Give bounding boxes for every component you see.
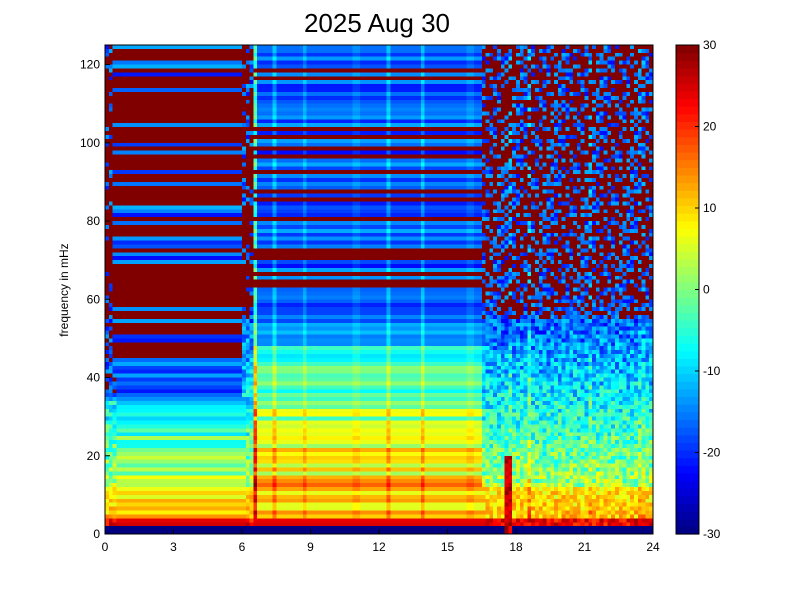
- colorbar-tick-label: -20: [703, 446, 721, 460]
- colorbar-segment: [676, 518, 699, 527]
- colorbar-segment: [676, 335, 699, 344]
- colorbar-segment: [676, 151, 699, 161]
- colorbar-segment: [676, 327, 699, 336]
- x-tick-label: 18: [509, 540, 523, 554]
- colorbar-segment: [676, 266, 699, 275]
- colorbar-segment: [676, 129, 699, 138]
- colorbar-segment: [676, 174, 699, 184]
- colorbar-segment: [676, 365, 699, 375]
- colorbar-tick-label: -30: [703, 527, 721, 541]
- colorbar-axis: 30 20 10 0 -10 -20 -30: [695, 38, 721, 541]
- colorbar-segment: [676, 75, 699, 84]
- colorbar-segment: [676, 480, 699, 489]
- x-tick-label: 21: [578, 540, 592, 554]
- x-tick-label: 24: [646, 540, 660, 554]
- y-tick-label: 0: [93, 527, 100, 541]
- colorbar-segment: [676, 67, 699, 77]
- colorbar-tick-label: -10: [703, 364, 721, 378]
- colorbar-tick-label: 10: [703, 201, 717, 215]
- x-tick-label: 12: [372, 540, 386, 554]
- colorbar-segment: [676, 304, 699, 314]
- colorbar-segment: [676, 45, 699, 54]
- colorbar-segment: [676, 213, 699, 222]
- colorbar-segment: [676, 136, 699, 145]
- colorbar-segment: [676, 503, 699, 512]
- colorbar-segment: [676, 228, 699, 237]
- colorbar-segment: [676, 113, 699, 123]
- colorbar-segment: [676, 373, 699, 382]
- colorbar-segment: [676, 190, 699, 199]
- colorbar-segment: [676, 297, 699, 306]
- y-tick-label: 20: [87, 449, 101, 463]
- colorbar-segment: [676, 320, 699, 329]
- colorbar-segment: [676, 159, 699, 168]
- colorbar-segment: [676, 434, 699, 443]
- colorbar-segment: [676, 472, 699, 482]
- colorbar-segment: [676, 396, 699, 405]
- colorbar-segment: [676, 281, 699, 291]
- colorbar-segment: [676, 83, 699, 92]
- colorbar-segment: [676, 442, 699, 451]
- colorbar-segment: [676, 197, 699, 207]
- colorbar-segment: [676, 411, 699, 420]
- x-tick-label: 3: [170, 540, 177, 554]
- colorbar-segment: [676, 251, 699, 260]
- colorbar-segment: [676, 457, 699, 466]
- colorbar-segment: [676, 342, 699, 352]
- colorbar-segment: [676, 205, 699, 214]
- colorbar-segment: [676, 449, 699, 459]
- y-tick-label: 120: [80, 58, 100, 72]
- colorbar-segment: [676, 350, 699, 359]
- x-tick-label: 0: [102, 540, 109, 554]
- colorbar-segment: [676, 274, 699, 283]
- chart-title: 2025 Aug 30: [304, 8, 450, 38]
- colorbar-segment: [676, 182, 699, 191]
- heatmap-cells: [105, 45, 653, 534]
- colorbar-segment: [676, 312, 699, 321]
- colorbar-segment: [676, 258, 699, 268]
- colorbar-segment: [676, 465, 699, 474]
- colorbar-segment: [676, 381, 699, 390]
- colorbar-segment: [676, 60, 699, 69]
- colorbar-segment: [676, 220, 699, 229]
- colorbar: [676, 45, 699, 535]
- colorbar-segment: [676, 243, 699, 252]
- x-tick-label: 15: [441, 540, 455, 554]
- x-tick-label: 6: [239, 540, 246, 554]
- colorbar-segment: [676, 511, 699, 520]
- colorbar-segment: [676, 526, 699, 535]
- colorbar-segment: [676, 90, 699, 100]
- colorbar-segment: [676, 144, 699, 153]
- y-axis-label: frequency in mHz: [57, 243, 71, 336]
- colorbar-segment: [676, 289, 699, 298]
- colorbar-tick-label: 0: [703, 283, 710, 297]
- x-tick-label: 9: [307, 540, 314, 554]
- y-tick-label: 40: [87, 371, 101, 385]
- colorbar-tick-label: 20: [703, 120, 717, 134]
- colorbar-segment: [676, 106, 699, 115]
- colorbar-tick-label: 30: [703, 38, 717, 52]
- colorbar-segment: [676, 388, 699, 398]
- colorbar-segment: [676, 167, 699, 176]
- colorbar-segment: [676, 427, 699, 436]
- heatmap-plot-area: [105, 45, 653, 534]
- colorbar-segment: [676, 404, 699, 413]
- colorbar-segment: [676, 98, 699, 107]
- y-tick-label: 60: [87, 292, 101, 306]
- colorbar-segment: [676, 121, 699, 130]
- y-tick-label: 80: [87, 214, 101, 228]
- colorbar-segment: [676, 52, 699, 61]
- y-tick-label: 100: [80, 136, 100, 150]
- y-axis: 0 20 40 60 80 100 120: [80, 58, 110, 541]
- colorbar-segment: [676, 236, 699, 245]
- colorbar-segment: [676, 488, 699, 497]
- colorbar-segment: [676, 419, 699, 428]
- colorbar-segment: [676, 495, 699, 505]
- colorbar-segment: [676, 358, 699, 367]
- x-axis: 0 3 6 9 12 15 18 21 24: [102, 529, 660, 554]
